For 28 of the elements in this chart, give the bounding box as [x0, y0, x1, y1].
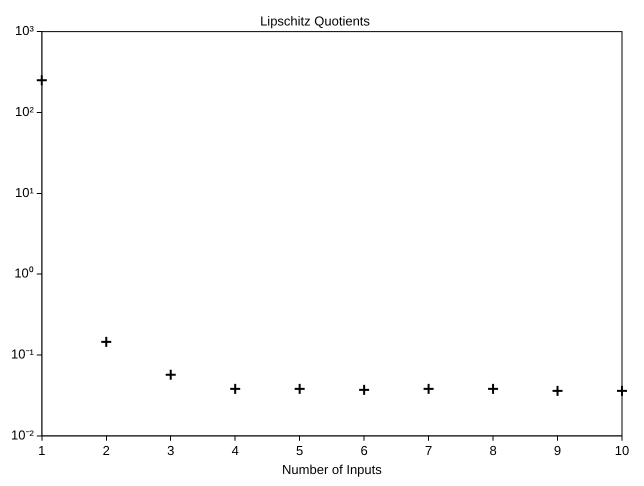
x-tick-label: 4 — [232, 443, 239, 458]
x-tick-label: 7 — [424, 443, 432, 458]
x-tick-label: 3 — [167, 443, 174, 458]
point — [358, 384, 370, 396]
y-tick-label: 10⁻² — [10, 427, 34, 442]
point — [422, 382, 435, 395]
x-tick-label: 5 — [296, 443, 304, 458]
y-tick-label: 10² — [14, 104, 34, 120]
point — [36, 74, 48, 86]
point — [294, 382, 306, 395]
x-tick-label: 1 — [38, 443, 46, 458]
x-tick-label: 10 — [614, 443, 630, 458]
point — [552, 384, 564, 397]
point — [616, 384, 628, 397]
y-tick-label: 10⁰ — [14, 266, 34, 281]
chart-title: Lipschitz Quotients — [260, 13, 370, 28]
y-tick-label: 10³ — [14, 23, 34, 38]
x-axis-title: Number of Inputs — [282, 462, 382, 477]
point — [100, 336, 112, 348]
y-tick-label: 10⁻¹ — [10, 346, 34, 362]
x-tick-label: 8 — [489, 443, 497, 458]
x-tick-label: 9 — [554, 443, 562, 458]
point — [229, 382, 242, 395]
x-tick-label: 6 — [360, 443, 368, 458]
point — [487, 382, 500, 395]
point — [164, 368, 177, 381]
x-tick-label: 2 — [102, 443, 110, 458]
y-tick-label: 10¹ — [14, 184, 34, 200]
